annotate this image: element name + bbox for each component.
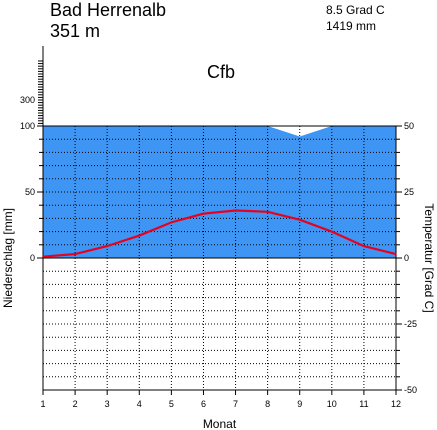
x-tick-label: 5 (169, 399, 174, 409)
y-tick-label-right: -50 (404, 385, 417, 395)
y-axis-label-right: Temperatur [Grad C] (422, 203, 436, 312)
temperature-point (395, 253, 397, 255)
x-tick-label: 9 (297, 399, 302, 409)
station-elevation: 351 m (50, 21, 101, 41)
precipitation-deficit-area (43, 126, 396, 137)
temperature-point (42, 255, 44, 258)
temperature-point (363, 245, 365, 247)
y-tick-label-left: 50 (25, 187, 35, 197)
y-tick-label-right: 0 (404, 253, 409, 263)
x-tick-label: 11 (359, 399, 368, 409)
y-axis-label-left: Niederschlag [mm] (1, 208, 15, 308)
x-axis-label: Monat (203, 417, 237, 430)
x-tick-label: 1 (40, 399, 45, 409)
temperature-point (202, 212, 205, 215)
x-tick-label: 10 (327, 399, 337, 409)
x-tick-label: 4 (137, 399, 142, 409)
y-tick-label-right: -25 (404, 319, 417, 329)
x-tick-label: 12 (391, 399, 401, 409)
temperature-point (170, 221, 173, 224)
x-tick-label: 8 (265, 399, 270, 409)
temperature-point (74, 253, 76, 255)
y-tick-label-right: 50 (404, 121, 414, 131)
x-tick-label: 2 (73, 399, 78, 409)
temperature-point (298, 218, 301, 221)
x-tick-label: 3 (105, 399, 110, 409)
climate-classification: Cfb (207, 62, 236, 82)
mean-temperature: 8.5 Grad C (326, 3, 385, 17)
temperature-point (331, 230, 333, 233)
temperature-point (266, 211, 269, 213)
y-tick-label-right: 25 (404, 187, 414, 197)
x-tick-label: 7 (233, 399, 238, 409)
annual-precipitation: 1419 mm (326, 19, 377, 33)
y-tick-label-left: 100 (20, 121, 35, 131)
temperature-line (42, 209, 397, 258)
y-tick-label-left: 300 (20, 95, 35, 105)
x-tick-label: 6 (201, 399, 206, 409)
temperature-point (106, 245, 108, 247)
station-name: Bad Herrenalb (50, 0, 167, 20)
temperature-point (234, 209, 237, 212)
y-tick-label-left: 0 (30, 253, 35, 263)
temperature-point (138, 234, 141, 237)
